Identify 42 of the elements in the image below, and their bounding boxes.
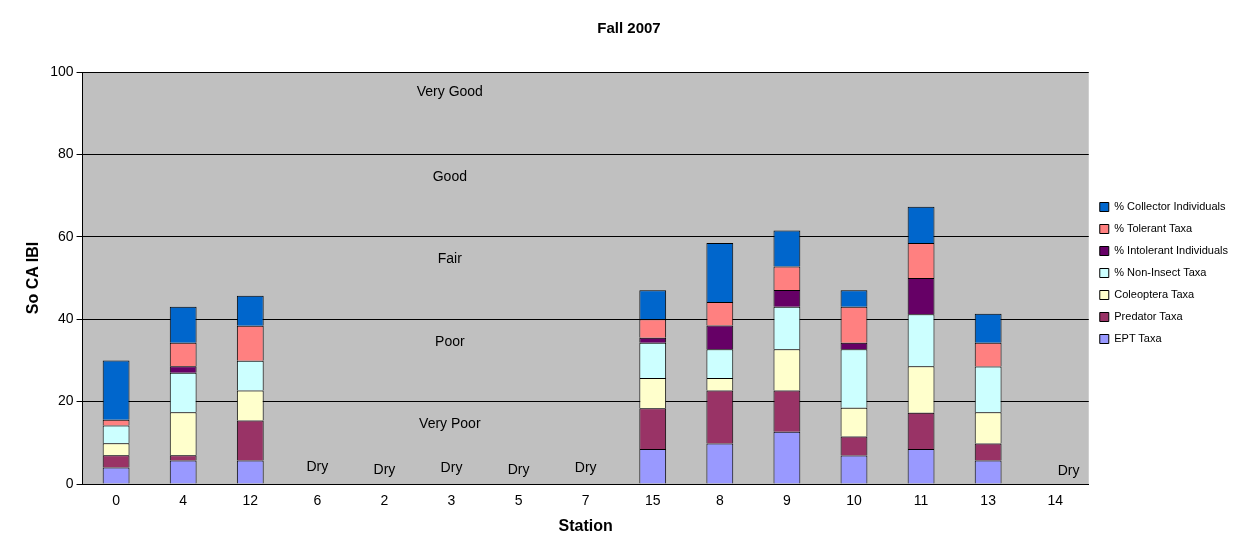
x-tick-label: 3 [447,492,456,509]
annotation: Dry [373,461,396,478]
legend-label: % Non-Insect Taxa [1114,266,1208,279]
x-tick-label: 10 [846,492,862,509]
legend-label: EPT Taxa [1114,332,1163,345]
legend-label: % Intolerant Individuals [1114,244,1229,257]
y-tick-label: 0 [65,474,74,491]
y-tick-label: 60 [57,227,74,244]
x-tick-label: 0 [112,492,121,509]
x-tick-label: 2 [380,492,389,509]
annotation: Dry [507,461,530,478]
y-tick-label: 40 [57,310,74,327]
x-tick-label: 8 [715,492,724,509]
annotation: Good [432,167,467,184]
x-axis-title: Station [558,516,613,534]
x-tick-label: 14 [1047,492,1064,509]
y-tick-label: 80 [57,145,74,162]
y-tick-label: 20 [57,392,74,409]
annotation: Dry [306,458,329,475]
x-tick-label: 7 [581,492,590,509]
annotation: Poor [435,332,465,349]
legend-label: % Tolerant Taxa [1114,222,1194,235]
legend-label: Coleoptera Taxa [1114,288,1196,301]
x-tick-label: 12 [242,492,259,509]
annotation: Very Good [416,83,483,100]
x-tick-label: 9 [783,492,792,509]
annotation: Dry [1057,462,1080,479]
x-tick-label: 13 [980,492,997,509]
x-tick-label: 11 [913,492,929,509]
annotation: Very Poor [419,415,481,432]
x-tick-label: 5 [514,492,523,509]
x-tick-label: 6 [313,492,322,509]
annotation: Fair [437,250,463,267]
chart-title: Fall 2007 [597,19,661,37]
annotation: Dry [574,459,597,476]
y-tick-label: 100 [50,62,74,79]
x-tick-label: 4 [179,492,188,509]
legend-label: % Collector Individuals [1114,200,1227,213]
x-tick-label: 15 [644,492,661,509]
y-axis-title: So CA IBI [24,241,42,315]
annotation: Dry [440,459,463,476]
legend-label: Predator Taxa [1114,310,1184,323]
